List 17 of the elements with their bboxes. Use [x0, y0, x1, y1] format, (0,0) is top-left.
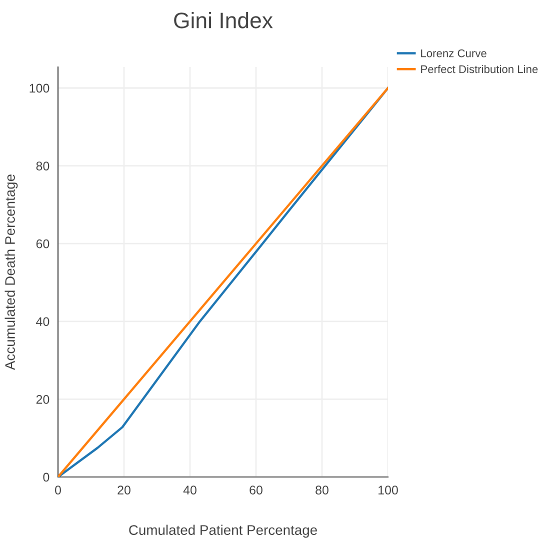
- x-tick-label: 0: [55, 486, 61, 495]
- y-axis-title: Accumulated Death Percentage: [4, 174, 18, 370]
- x-tick-label: 60: [250, 486, 262, 495]
- x-axis-title: Cumulated Patient Percentage: [129, 524, 317, 538]
- y-tick-label: 40: [36, 317, 50, 326]
- x-tick-label: 40: [183, 486, 196, 495]
- y-tick-label: 60: [36, 239, 50, 248]
- x-tick-label: 20: [118, 486, 130, 495]
- legend-label: Lorenz Curve: [421, 49, 486, 58]
- y-tick-label: 80: [36, 162, 50, 170]
- legend-label: Perfect Distribution Line: [421, 64, 538, 74]
- chart-title: Gini Index: [174, 12, 273, 28]
- x-tick-label: 80: [316, 486, 328, 495]
- y-tick-label: 0: [43, 472, 50, 482]
- y-tick-label: 20: [36, 395, 50, 404]
- x-tick-label: 100: [378, 486, 398, 495]
- y-tick-label: 100: [30, 84, 50, 93]
